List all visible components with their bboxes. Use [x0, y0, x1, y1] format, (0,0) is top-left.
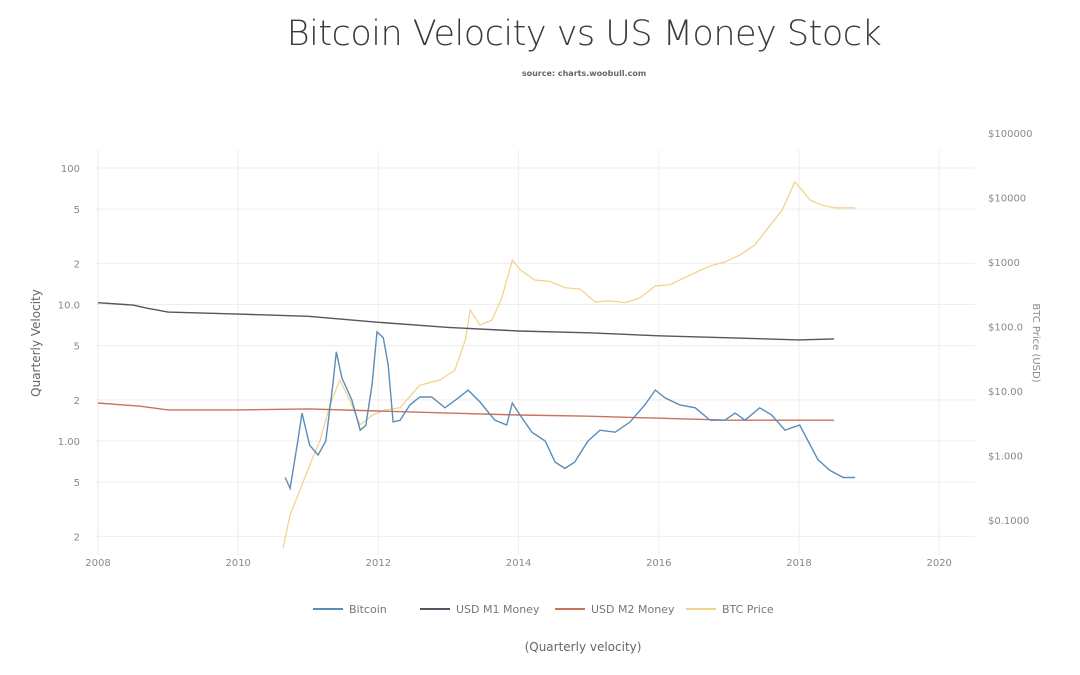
- x-tick-label: 2020: [926, 558, 951, 569]
- chart-source: source: charts.woobull.com: [521, 69, 647, 78]
- y-tick-label: 5: [74, 205, 80, 216]
- x-axis-label: (Quarterly velocity): [525, 640, 642, 654]
- y-tick-label: 1.00: [58, 437, 80, 448]
- y2-tick-label: $10000: [988, 194, 1026, 205]
- y-tick-label: 2: [74, 532, 80, 543]
- legend-label: USD M2 Money: [591, 603, 675, 616]
- x-tick-label: 2012: [366, 558, 391, 569]
- y-tick-label: 5: [74, 478, 80, 489]
- series-line-bitcoin: [284, 330, 856, 491]
- x-tick-label: 2018: [786, 558, 811, 569]
- y-tick-label: 5: [74, 342, 80, 353]
- x-tick-label: 2016: [646, 558, 671, 569]
- y2-tick-label: $10.00: [988, 387, 1023, 398]
- y-axis-label: Quarterly Velocity: [29, 289, 43, 397]
- y2-tick-label: $0.1000: [988, 516, 1029, 527]
- y2-axis-label: BTC Price (USD): [1030, 303, 1041, 382]
- y-tick-label: 2: [74, 396, 80, 407]
- y-tick-label: 100: [61, 164, 80, 175]
- y-tick-label: 2: [74, 259, 80, 270]
- y-tick-label: 10.0: [58, 301, 80, 312]
- x-tick-label: 2008: [85, 558, 110, 569]
- legend-label: USD M1 Money: [456, 603, 540, 616]
- legend-label: Bitcoin: [349, 603, 387, 616]
- x-tick-label: 2014: [506, 558, 531, 569]
- y2-tick-label: $100.0: [988, 323, 1023, 334]
- series-line-usd-m2-money: [97, 402, 834, 421]
- series-line-btc-price: [282, 180, 856, 549]
- x-tick-label: 2010: [225, 558, 250, 569]
- y2-tick-label: $1000: [988, 258, 1020, 269]
- y2-tick-label: $1.000: [988, 452, 1023, 463]
- legend-label: BTC Price: [722, 603, 774, 616]
- series-line-usd-m1-money: [97, 302, 835, 341]
- chart-title: Bitcoin Velocity vs US Money Stock: [286, 14, 882, 54]
- y2-tick-label: $100000: [988, 129, 1033, 140]
